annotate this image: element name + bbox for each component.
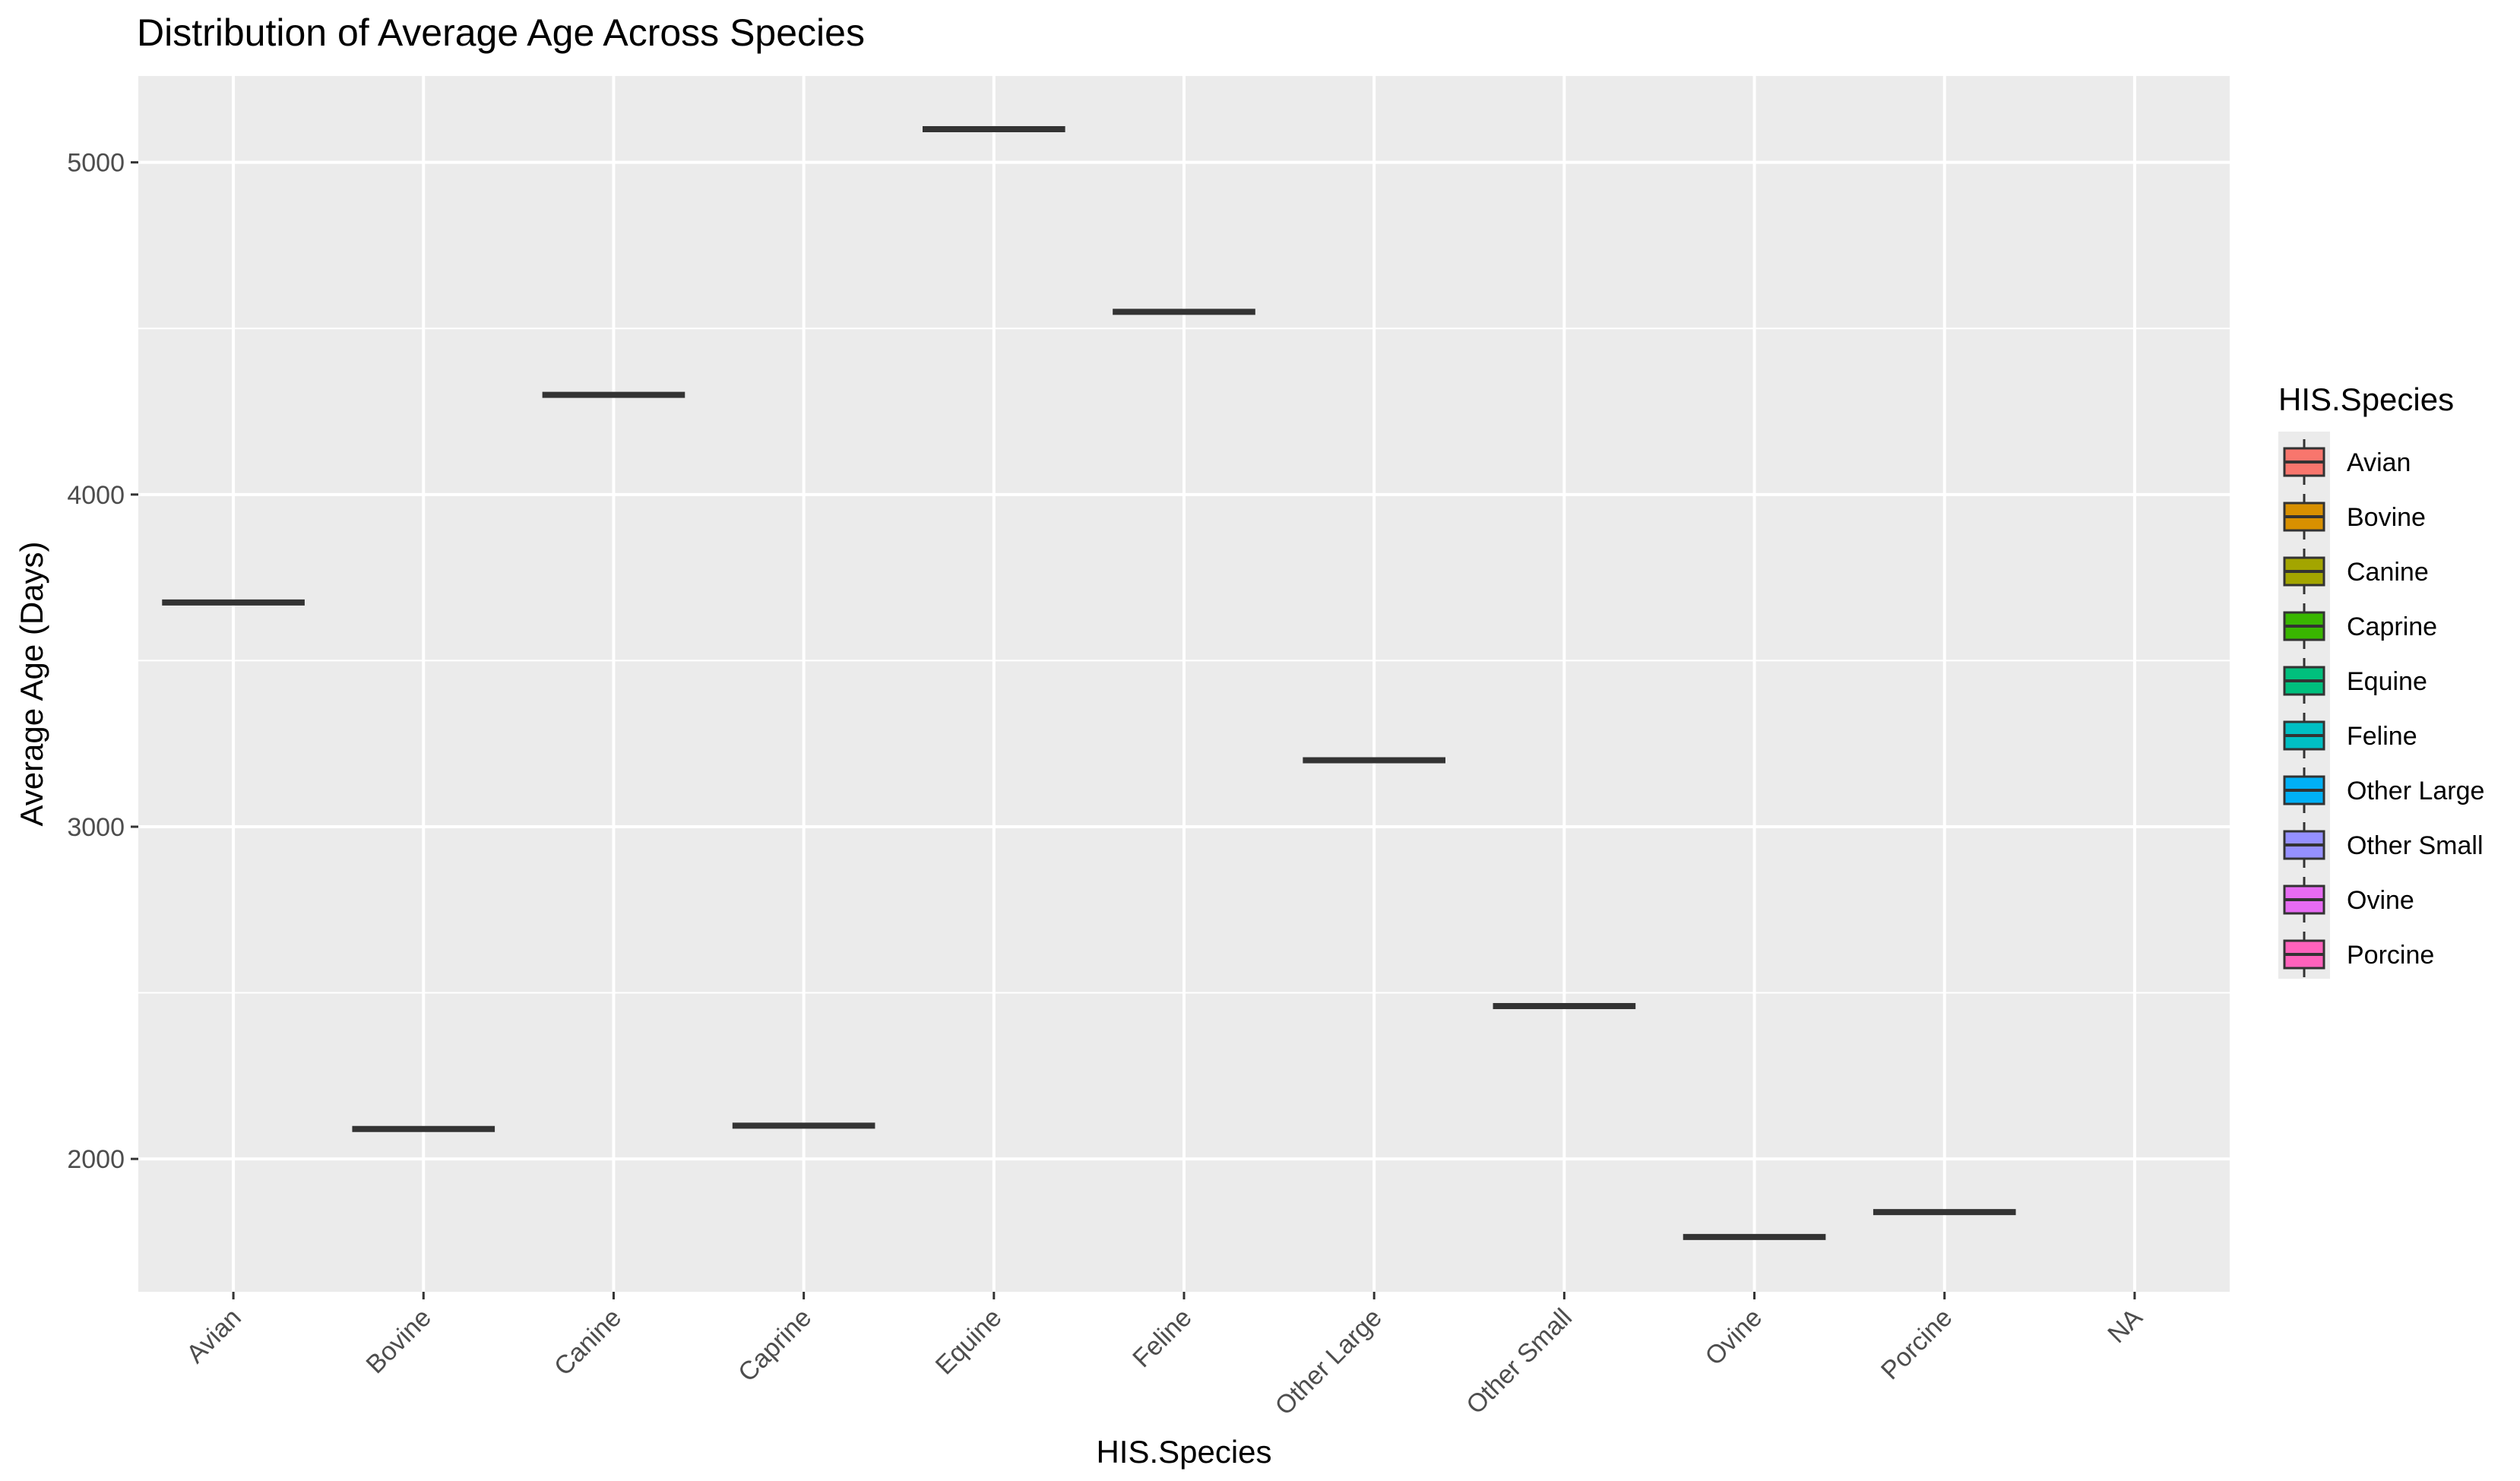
x-tick-label: Feline	[1127, 1303, 1197, 1373]
x-tick-label: Bovine	[361, 1303, 437, 1379]
legend-label: Bovine	[2347, 503, 2426, 532]
legend-item: Other Large	[2283, 767, 2484, 813]
data-marks	[162, 125, 2016, 1240]
x-tick-label: Porcine	[1876, 1303, 1958, 1385]
legend-label: Equine	[2347, 667, 2427, 696]
x-tick-label: Equine	[930, 1303, 1008, 1381]
x-tick-label: NA	[2102, 1303, 2148, 1349]
chart-title: Distribution of Average Age Across Speci…	[137, 11, 865, 54]
legend-item: Other Small	[2283, 822, 2484, 868]
legend-item: Porcine	[2283, 932, 2434, 977]
x-tick-label: Other Large	[1270, 1303, 1388, 1421]
y-axis-label: Average Age (Days)	[14, 541, 49, 826]
legend-item: Ovine	[2283, 877, 2414, 922]
y-axis: 2000 3000 4000 5000	[67, 149, 138, 1174]
legend-item: Equine	[2283, 658, 2427, 704]
x-tick-label: Caprine	[733, 1303, 817, 1388]
grid-lines	[138, 76, 2230, 1292]
legend-item: Canine	[2283, 549, 2429, 594]
x-axis: Avian Bovine Canine Caprine Equine Feline Othe…	[181, 1292, 2148, 1421]
legend-label: Caprine	[2347, 612, 2437, 641]
legend-label: Feline	[2347, 722, 2417, 751]
legend-label: Porcine	[2347, 941, 2434, 970]
x-tick-label: Avian	[181, 1303, 247, 1369]
y-tick-label: 5000	[67, 149, 125, 178]
legend-label: Canine	[2347, 558, 2429, 587]
legend-label: Other Large	[2347, 777, 2484, 805]
legend-item: Caprine	[2283, 603, 2437, 649]
x-tick-label: Canine	[549, 1303, 627, 1381]
legend-item: Feline	[2283, 713, 2417, 758]
legend-label: Ovine	[2347, 886, 2414, 915]
y-tick-label: 4000	[67, 481, 125, 510]
legend-item: Avian	[2283, 439, 2411, 485]
legend: HIS.Species Avian Bovine Canine Caprine Equi…	[2278, 381, 2484, 979]
legend-item: Bovine	[2283, 494, 2426, 540]
legend-title: HIS.Species	[2278, 381, 2454, 417]
x-tick-label: Other Small	[1461, 1303, 1578, 1420]
y-tick-label: 3000	[67, 813, 125, 842]
x-tick-label: Ovine	[1700, 1303, 1768, 1372]
y-tick-label: 2000	[67, 1145, 125, 1174]
legend-label: Avian	[2347, 448, 2411, 477]
legend-items: Avian Bovine Canine Caprine Equine Feline Othe…	[2283, 439, 2484, 977]
legend-label: Other Small	[2347, 831, 2484, 860]
x-axis-label: HIS.Species	[1096, 1434, 1271, 1470]
